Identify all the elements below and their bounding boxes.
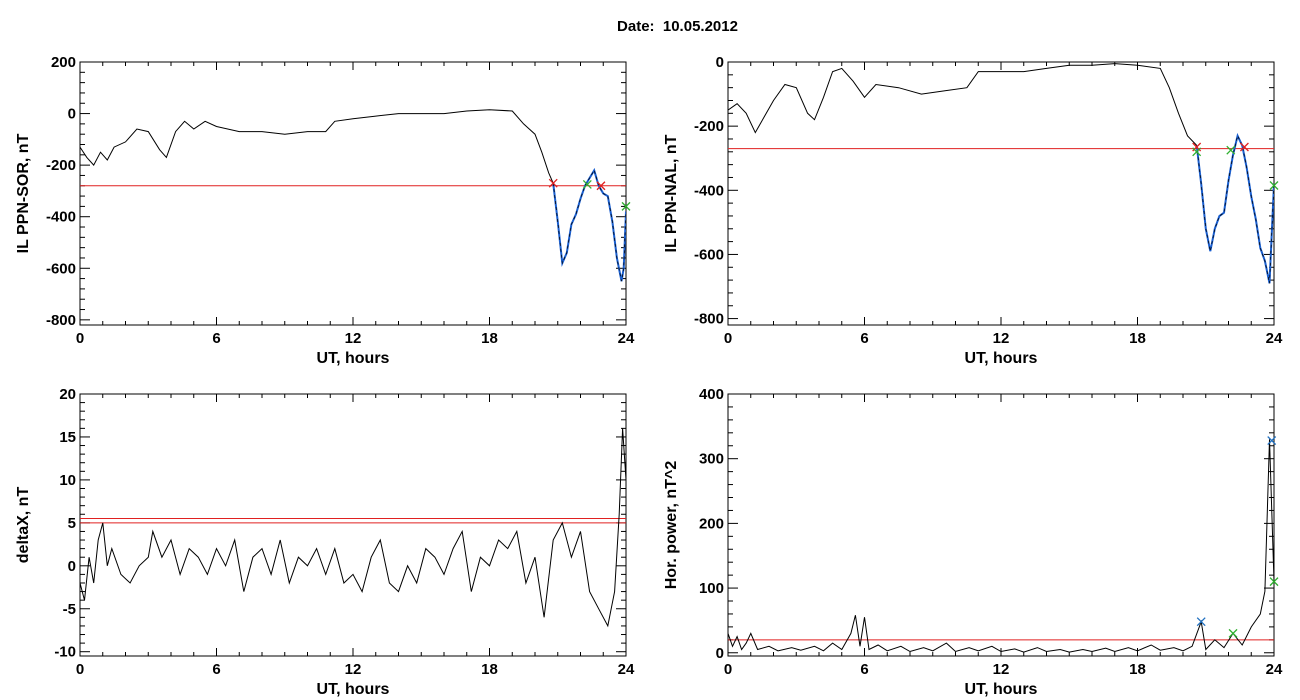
x-tick-label: 0	[724, 330, 732, 347]
x-axis-title: UT, hours	[317, 681, 390, 698]
y-tick-label: -600	[694, 246, 724, 263]
series-line	[728, 439, 1274, 653]
x-tick-label: 0	[76, 330, 84, 347]
x-tick-label: 6	[860, 330, 868, 347]
x-marker-stroke	[1196, 617, 1206, 627]
x-marker	[1196, 617, 1206, 627]
plot-area	[728, 439, 1274, 653]
x-marker-stroke	[1267, 436, 1277, 446]
y-axis-title: Hor. power, nT^2	[663, 461, 680, 590]
x-marker	[1239, 142, 1249, 152]
y-tick-label: 100	[699, 580, 724, 597]
panel-il-nal: 0 6 12 18 24 -800 -600 -400 -200 0 UT, hours IL PPN…	[663, 54, 1283, 367]
y-tick-label: 0	[68, 106, 76, 123]
x-tick-label: 12	[993, 330, 1010, 347]
x-tick-label: 12	[993, 661, 1010, 678]
x-marker-stroke	[1228, 628, 1238, 638]
y-axis-title: deltaX, nT	[15, 487, 32, 564]
x-tick-label: 12	[345, 661, 362, 678]
x-marker-stroke	[1269, 577, 1279, 587]
y-tick-label: 200	[699, 515, 724, 532]
plot-area	[80, 109, 626, 282]
x-marker	[1228, 628, 1238, 638]
y-tick-label: -600	[46, 260, 76, 277]
x-axis-title: UT, hours	[965, 350, 1038, 367]
x-marker-stroke	[582, 180, 592, 189]
highlight-overlay	[1196, 134, 1274, 284]
y-tick-label: -400	[694, 182, 724, 199]
x-tick-label: 18	[1129, 330, 1146, 347]
y-axis-title: IL PPN-SOR, nT	[15, 133, 32, 253]
y-tick-label: 20	[59, 386, 76, 403]
y-tick-label: 10	[59, 472, 76, 489]
x-marker-stroke	[1239, 142, 1249, 152]
chart-date-title: Date: 10.05.2012	[617, 18, 738, 35]
plot-area	[728, 63, 1274, 284]
x-marker-stroke	[621, 201, 631, 211]
y-tick-label: 0	[716, 645, 724, 662]
y-tick-label: -5	[63, 601, 76, 618]
x-tick-label: 24	[1266, 330, 1283, 347]
x-tick-label: 6	[212, 661, 220, 678]
x-marker	[1269, 577, 1279, 587]
x-axis-title: UT, hours	[317, 350, 390, 367]
y-tick-label: -400	[46, 209, 76, 226]
x-marker	[621, 201, 631, 211]
plot-frame	[79, 61, 627, 326]
x-tick-label: 6	[212, 330, 220, 347]
series-line	[80, 428, 626, 628]
x-marker	[1226, 145, 1236, 155]
y-tick-label: 15	[59, 429, 76, 446]
x-marker-stroke	[1269, 181, 1279, 190]
y-tick-label: 400	[699, 386, 724, 403]
x-marker	[596, 181, 606, 191]
y-axis-title: IL PPN-NAL, nT	[663, 134, 680, 252]
y-tick-label: 5	[68, 515, 76, 532]
x-tick-label: 24	[1266, 661, 1283, 678]
x-marker-stroke	[1192, 147, 1202, 157]
x-marker	[548, 178, 558, 188]
x-tick-label: 24	[618, 661, 635, 678]
x-marker	[1192, 147, 1202, 157]
y-tick-label: 0	[68, 558, 76, 575]
x-tick-label: 18	[1129, 661, 1146, 678]
x-marker-stroke	[1226, 145, 1236, 155]
plot-area	[80, 428, 626, 628]
series-line	[728, 63, 1198, 146]
y-tick-label: 200	[51, 54, 76, 71]
y-tick-label: -10	[54, 644, 76, 661]
y-tick-label: -800	[694, 311, 724, 328]
series-line	[80, 109, 554, 184]
x-marker-stroke	[596, 181, 606, 191]
x-marker	[1267, 436, 1277, 446]
y-tick-label: -800	[46, 312, 76, 329]
x-axis-title: UT, hours	[965, 681, 1038, 698]
x-tick-label: 18	[481, 330, 498, 347]
x-tick-label: 12	[345, 330, 362, 347]
y-tick-label: 0	[716, 54, 724, 71]
x-tick-label: 0	[76, 661, 84, 678]
y-tick-label: -200	[694, 118, 724, 135]
x-marker	[1269, 181, 1279, 190]
highlight-overlay	[552, 169, 626, 282]
x-marker	[582, 180, 592, 189]
x-tick-label: 0	[724, 661, 732, 678]
plot-frame	[727, 61, 1275, 326]
panel-il-sor: 0 6 12 18 24 -800 -600 -400 -200 0 200 UT, hours IL …	[15, 54, 635, 367]
x-tick-label: 18	[481, 661, 498, 678]
x-tick-label: 6	[860, 661, 868, 678]
panel-deltax: 0 6 12 18 24 -10 -5 0 5 10 15 20 UT, hours deltaX, nT	[15, 386, 635, 698]
x-marker-stroke	[548, 178, 558, 188]
plot-frame	[727, 393, 1275, 657]
highlight-line	[1195, 132, 1274, 284]
panel-hor-power: 0 6 12 18 24 0 100 200 300 400 UT, hours Hor. power…	[663, 386, 1283, 698]
y-tick-label: -200	[46, 157, 76, 174]
x-tick-label: 24	[618, 330, 635, 347]
y-tick-label: 300	[699, 451, 724, 468]
